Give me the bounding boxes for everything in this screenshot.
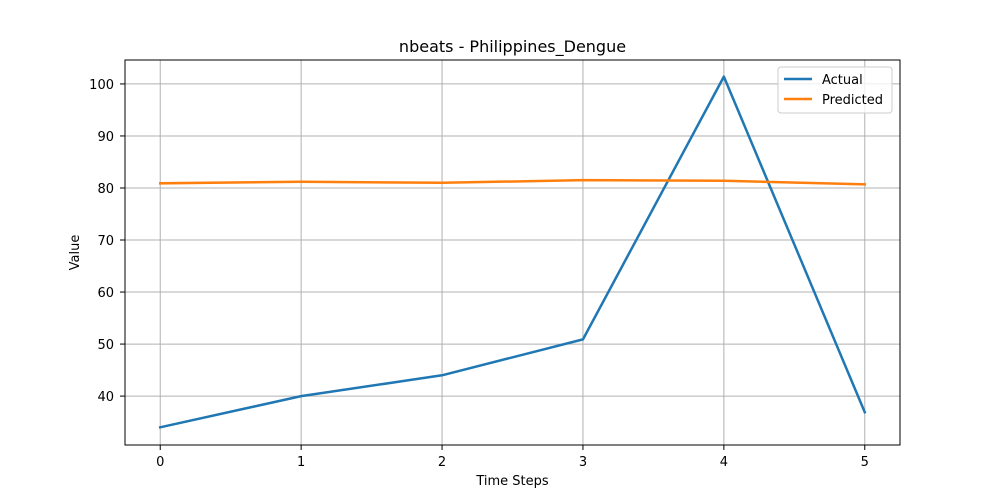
y-tick-label: 60 xyxy=(97,286,114,301)
legend: Actual Predicted xyxy=(777,66,893,114)
x-axis-ticks: 0 1 2 3 4 5 xyxy=(156,445,869,470)
y-tick-label: 40 xyxy=(97,390,114,405)
legend-label-actual: Actual xyxy=(822,73,863,88)
y-tick-label: 70 xyxy=(97,234,114,249)
x-tick-label: 4 xyxy=(720,455,728,470)
chart-title: nbeats - Philippines_Dengue xyxy=(399,37,626,57)
series-line-actual xyxy=(158,75,867,429)
x-tick-label: 5 xyxy=(861,455,869,470)
legend-label-predicted: Predicted xyxy=(822,93,883,108)
series-line-predicted xyxy=(158,178,867,186)
y-tick-label: 50 xyxy=(97,338,114,353)
x-tick-label: 3 xyxy=(579,455,587,470)
x-tick-label: 0 xyxy=(156,455,164,470)
x-axis-title: Time Steps xyxy=(475,474,549,489)
y-tick-label: 100 xyxy=(89,78,114,93)
y-tick-label: 80 xyxy=(97,182,114,197)
x-tick-label: 2 xyxy=(438,455,446,470)
x-tick-label: 1 xyxy=(297,455,305,470)
series-lines xyxy=(158,75,867,429)
y-axis-ticks: 40 50 60 70 80 90 100 xyxy=(89,78,125,405)
plot-area-frame xyxy=(124,59,901,446)
y-tick-label: 90 xyxy=(97,130,114,145)
y-axis-title: Value xyxy=(68,235,83,271)
